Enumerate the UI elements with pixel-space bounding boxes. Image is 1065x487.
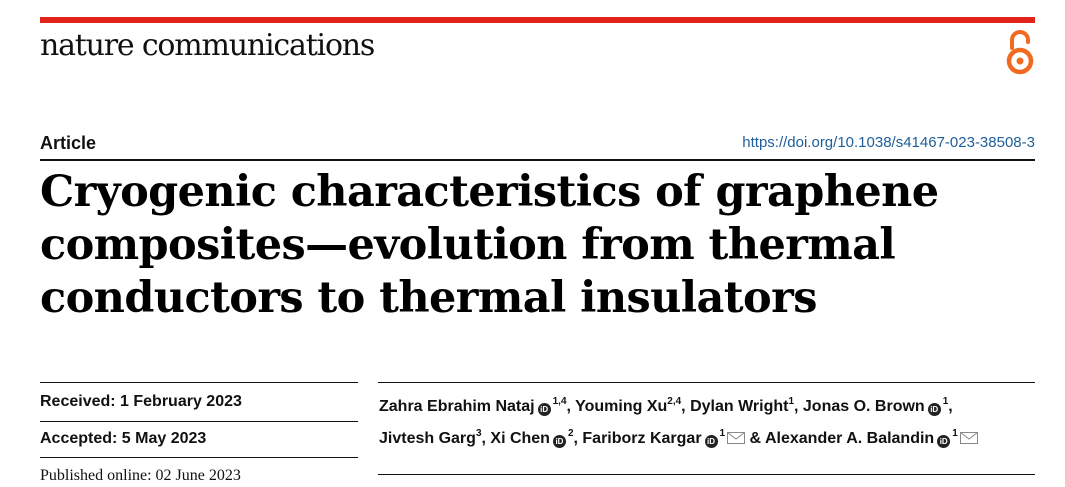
orcid-icon[interactable]: iD: [537, 403, 551, 416]
author-affiliation: 1: [788, 396, 794, 407]
author-separator: &: [745, 430, 765, 447]
brand-bar: [40, 17, 1035, 23]
author-separator: ,: [794, 398, 803, 415]
author-name[interactable]: Jonas O. Brown: [802, 398, 925, 415]
accepted-date: Accepted: 5 May 2023: [40, 430, 207, 447]
author-affiliation: 3: [475, 428, 482, 439]
author-affiliation: 2: [567, 428, 574, 439]
author-affiliation: 2,4: [667, 396, 682, 407]
doi-link[interactable]: https://doi.org/10.1038/s41467-023-38508…: [742, 134, 1035, 151]
authors-divider-top: [378, 382, 1035, 383]
email-icon[interactable]: [727, 432, 746, 444]
author-separator: ,: [566, 398, 576, 415]
author-affiliation: 1: [719, 428, 726, 439]
author-name[interactable]: Xi Chen: [490, 430, 550, 447]
orcid-icon[interactable]: iD: [937, 435, 951, 448]
open-access-icon: [1006, 30, 1034, 75]
article-title: Cryogenic characteristics of graphene co…: [40, 167, 939, 323]
orcid-icon[interactable]: iD: [927, 403, 941, 416]
author-affiliation: 1,4: [552, 396, 567, 407]
orcid-icon[interactable]: iD: [552, 435, 566, 448]
received-date: Received: 1 February 2023: [40, 393, 242, 410]
author-affiliation: 1: [942, 396, 949, 407]
email-icon[interactable]: [959, 432, 978, 444]
orcid-icon[interactable]: iD: [704, 435, 718, 448]
author-name[interactable]: Fariborz Kargar: [582, 430, 702, 447]
author-name[interactable]: Alexander A. Balandin: [764, 430, 935, 447]
dates-divider: [40, 421, 358, 422]
header-divider: [40, 159, 1035, 161]
author-separator: ,: [681, 398, 691, 415]
author-name[interactable]: Jivtesh Garg: [379, 430, 476, 447]
author-separator: ,: [481, 430, 491, 447]
author-name[interactable]: Dylan Wright: [690, 398, 789, 415]
authors-divider-bottom: [378, 474, 1035, 475]
author-name[interactable]: Zahra Ebrahim Nataj: [379, 398, 535, 415]
author-separator: ,: [948, 398, 953, 415]
article-type-label: Article: [40, 133, 97, 153]
author-list: Zahra Ebrahim Nataj iD1,4, Youming Xu2,4,…: [379, 388, 1029, 452]
dates-divider-top: [40, 382, 358, 383]
author-affiliation: 1: [952, 428, 958, 439]
journal-name: nature communications: [40, 28, 375, 63]
published-date: Published online: 02 June 2023: [40, 467, 241, 484]
dates-divider: [40, 457, 358, 458]
author-name[interactable]: Youming Xu: [575, 398, 668, 415]
author-separator: ,: [573, 430, 583, 447]
